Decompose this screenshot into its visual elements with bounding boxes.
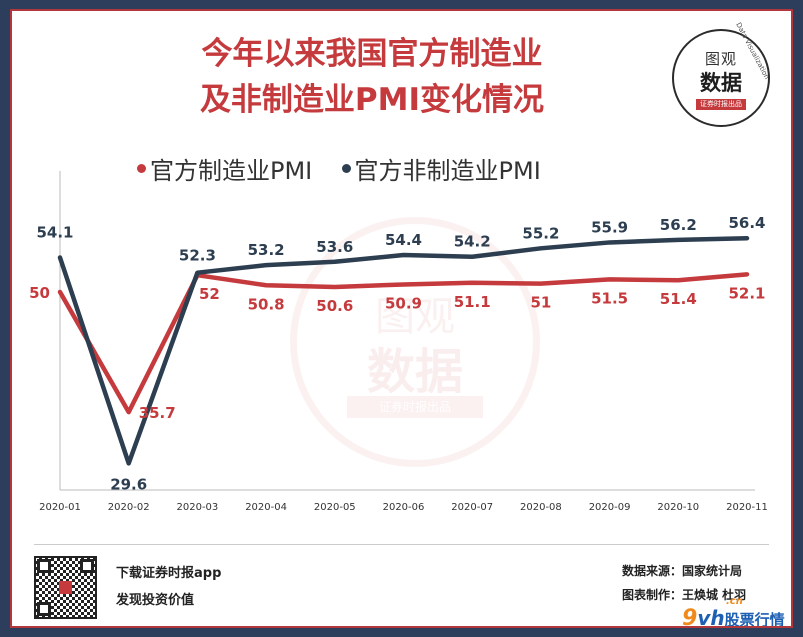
- x-tick-label: 2020-06: [383, 502, 425, 513]
- series-line-non-manufacturing: [57, 235, 750, 466]
- watermark-logo: 图观 数据 证券时报出品: [290, 217, 540, 467]
- logo-main-text: 数据: [700, 71, 742, 95]
- data-label-manufacturing: 52: [199, 285, 220, 303]
- data-label-manufacturing: 50.9: [385, 294, 422, 312]
- data-label-non-manufacturing: 54.4: [385, 231, 422, 249]
- data-label-non-manufacturing: 56.2: [660, 216, 697, 234]
- x-tick-label: 2020-09: [589, 502, 631, 513]
- download-app-text: 下载证券时报app: [116, 566, 222, 581]
- qr-corner-top-left: [37, 559, 51, 573]
- data-label-non-manufacturing: 55.2: [522, 224, 559, 242]
- data-label-manufacturing: 51.4: [660, 290, 697, 308]
- series-line-manufacturing: [57, 272, 750, 415]
- chart-legend: 官方制造业PMI 官方非制造业PMI: [137, 151, 541, 186]
- footer-divider: [34, 544, 769, 545]
- data-label-manufacturing: 51.5: [591, 289, 628, 307]
- x-tick-label: 2020-07: [451, 502, 493, 513]
- line-chart: 2020-01 2020-02 2020-03 2020-04 2020-05 2020-…: [29, 171, 768, 513]
- brand-cn: .cn: [726, 596, 743, 607]
- x-tick-label: 2020-02: [108, 502, 150, 513]
- chart-credit-text: 图表制作：王焕城 杜羽: [622, 588, 747, 602]
- x-tick-label: 2020-05: [314, 502, 356, 513]
- data-label-manufacturing: 50.8: [248, 295, 285, 313]
- discover-value-text: 发现投资价值: [116, 593, 195, 608]
- data-label-manufacturing: 51: [530, 294, 551, 312]
- legend-dot-non-manufacturing: [341, 164, 351, 173]
- legend-dot-manufacturing: [137, 164, 146, 173]
- data-label-manufacturing: 51.1: [454, 293, 491, 311]
- legend-label-non-manufacturing: 官方非制造业PMI: [354, 157, 541, 185]
- title-line-1: 今年以来我国官方制造业: [201, 36, 543, 72]
- qr-center-logo: [59, 581, 72, 594]
- legend-label-manufacturing: 官方制造业PMI: [150, 157, 313, 185]
- brand-vh: vh: [697, 606, 725, 628]
- x-tick-label: 2020-04: [245, 502, 287, 513]
- data-label-non-manufacturing: 52.3: [179, 247, 216, 265]
- x-tick-label: 2020-03: [177, 502, 219, 513]
- data-label-non-manufacturing: 54.1: [36, 224, 73, 242]
- data-label-non-manufacturing: 54.2: [454, 233, 491, 251]
- data-label-non-manufacturing: 53.6: [316, 238, 353, 256]
- watermark-top-text: 图观: [375, 294, 455, 340]
- data-label-non-manufacturing: 53.2: [248, 241, 285, 259]
- title-line-2: 及非制造业PMI变化情况: [199, 82, 545, 118]
- site-brand[interactable]: 9vh股票行情 .cn: [682, 596, 785, 628]
- qr-corner-bottom-left: [37, 602, 51, 616]
- logo-band: 证券时报出品: [696, 99, 746, 110]
- data-label-manufacturing: 50: [29, 284, 50, 302]
- data-label-manufacturing: 35.7: [139, 404, 176, 422]
- qr-corner-top-right: [80, 559, 94, 573]
- logo-top-text: 图观: [704, 50, 737, 68]
- data-label-manufacturing: 50.6: [316, 297, 353, 315]
- qr-code[interactable]: [34, 556, 97, 619]
- watermark-band: 证券时报出品: [347, 396, 483, 418]
- brand-nine: 9: [682, 606, 698, 628]
- x-tick-label: 2020-08: [520, 502, 562, 513]
- data-source-text: 数据来源：国家统计局: [622, 564, 743, 578]
- data-label-non-manufacturing: 55.9: [591, 218, 628, 236]
- x-tick-label: 2020-01: [39, 502, 81, 513]
- data-label-manufacturing: 52.1: [728, 284, 765, 302]
- x-tick-label: 2020-10: [657, 502, 699, 513]
- watermark-main-text: 数据: [366, 344, 463, 400]
- brand-text: 股票行情: [724, 611, 785, 628]
- brand-logo: 图观 数据 证券时报出品 Data Visualization: [672, 21, 771, 127]
- chart-title: 今年以来我国官方制造业 及非制造业PMI变化情况: [12, 31, 732, 123]
- chart-frame: 今年以来我国官方制造业 及非制造业PMI变化情况 图观 数据 证券时报出品 Da…: [10, 9, 793, 628]
- data-label-non-manufacturing: 56.4: [728, 214, 765, 232]
- data-label-non-manufacturing: 29.6: [110, 475, 147, 493]
- x-tick-label: 2020-11: [726, 502, 768, 513]
